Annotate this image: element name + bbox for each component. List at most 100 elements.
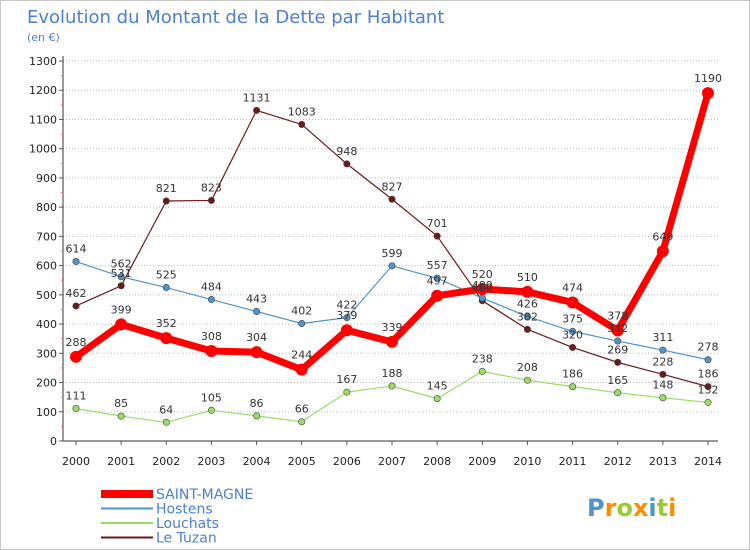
data-label: 520	[472, 268, 493, 281]
data-label: 402	[291, 304, 312, 317]
data-point	[478, 367, 486, 375]
data-point	[388, 262, 396, 270]
data-point	[72, 405, 80, 413]
data-point	[340, 324, 353, 337]
data-point	[614, 389, 622, 397]
data-point	[72, 258, 80, 266]
data-label: 64	[159, 403, 173, 416]
data-point	[207, 296, 215, 304]
y-tick-label: 0	[50, 435, 57, 448]
y-tick-label: 800	[36, 201, 57, 214]
data-point	[659, 394, 667, 402]
y-tick-label: 1100	[29, 113, 57, 126]
y-tick-label: 900	[36, 172, 57, 185]
data-point	[162, 284, 170, 292]
data-point	[476, 283, 489, 295]
data-point	[433, 274, 441, 282]
data-point	[478, 294, 486, 302]
data-point	[704, 398, 712, 406]
x-tick-label: 2008	[423, 455, 451, 468]
data-label: 186	[698, 368, 719, 381]
data-label: 1190	[694, 72, 722, 85]
data-point	[388, 195, 396, 203]
x-tick-label: 2003	[197, 455, 225, 468]
chart-subtitle: (en €)	[27, 31, 60, 44]
data-label: 821	[156, 182, 177, 195]
data-point	[614, 358, 622, 366]
data-point	[659, 370, 667, 378]
axes	[62, 56, 718, 442]
data-label: 244	[291, 349, 312, 362]
data-label: 105	[201, 391, 222, 404]
data-point	[250, 346, 263, 359]
data-label: 132	[698, 383, 719, 396]
data-point	[253, 106, 261, 114]
data-label: 342	[607, 322, 628, 335]
x-tick-label: 2004	[243, 455, 271, 468]
x-tick-label: 2009	[468, 455, 496, 468]
data-point	[523, 312, 531, 320]
legend-entry: Louchats	[156, 516, 219, 532]
logo-letter: x	[633, 494, 649, 522]
x-tick-label: 2013	[649, 455, 677, 468]
data-point	[117, 412, 125, 420]
data-point	[295, 363, 308, 376]
data-label: 1131	[243, 91, 271, 104]
data-label: 375	[562, 312, 583, 325]
y-tick-label: 300	[36, 347, 57, 360]
data-label: 1083	[288, 105, 316, 118]
y-tick-label: 600	[36, 260, 57, 273]
data-labels: 462 531 821 823 1131 1083 948 827 701 480 382 320 26…	[66, 72, 723, 416]
x-tick-label: 2007	[378, 455, 406, 468]
data-point	[523, 325, 531, 333]
x-tick-label: 2010	[513, 455, 541, 468]
x-tick-label: 2006	[333, 455, 361, 468]
data-point	[521, 285, 534, 298]
data-label: 510	[517, 271, 538, 284]
data-label: 111	[66, 390, 87, 403]
logo-letter: i	[648, 494, 656, 522]
data-point	[656, 245, 669, 258]
x-tick-label: 2001	[107, 455, 135, 468]
data-label: 188	[382, 367, 403, 380]
data-label: 186	[562, 368, 583, 381]
data-label: 304	[246, 331, 267, 344]
x-tick-label: 2012	[604, 455, 632, 468]
data-label: 462	[66, 287, 87, 300]
data-point	[611, 324, 624, 337]
data-label: 422	[336, 299, 357, 312]
data-label: 66	[295, 403, 309, 416]
x-tick-label: 2014	[694, 455, 722, 468]
logo-letter: o	[616, 494, 633, 522]
y-tick-label: 500	[36, 289, 57, 302]
series-group	[70, 87, 714, 426]
legend-entry: SAINT-MAGNE	[156, 487, 253, 503]
data-point	[433, 232, 441, 240]
data-label: 426	[517, 297, 538, 310]
x-tick-label: 2005	[288, 455, 316, 468]
data-point	[343, 160, 351, 168]
data-point	[205, 344, 218, 357]
data-label: 238	[472, 352, 493, 365]
y-tick-label: 100	[36, 406, 57, 419]
legend-entry: Hostens	[156, 502, 213, 518]
y-tick-label: 700	[36, 230, 57, 243]
data-label: 562	[111, 258, 132, 271]
data-point	[343, 314, 351, 322]
data-label: 823	[201, 181, 222, 194]
data-point	[162, 418, 170, 426]
data-label: 443	[246, 293, 267, 306]
data-point	[117, 282, 125, 290]
logo-letter: i	[668, 494, 676, 522]
data-point	[70, 350, 82, 363]
x-axis-ticks: 2000 2001 2002 2003 2004 2005 2006 2007 2008 2009…	[62, 441, 722, 468]
data-label: 165	[607, 374, 628, 387]
data-label: 352	[156, 317, 177, 330]
data-label: 827	[382, 180, 403, 193]
data-point	[704, 356, 712, 364]
data-point	[72, 302, 80, 310]
data-label: 379	[336, 309, 357, 322]
data-label: 148	[652, 379, 673, 392]
